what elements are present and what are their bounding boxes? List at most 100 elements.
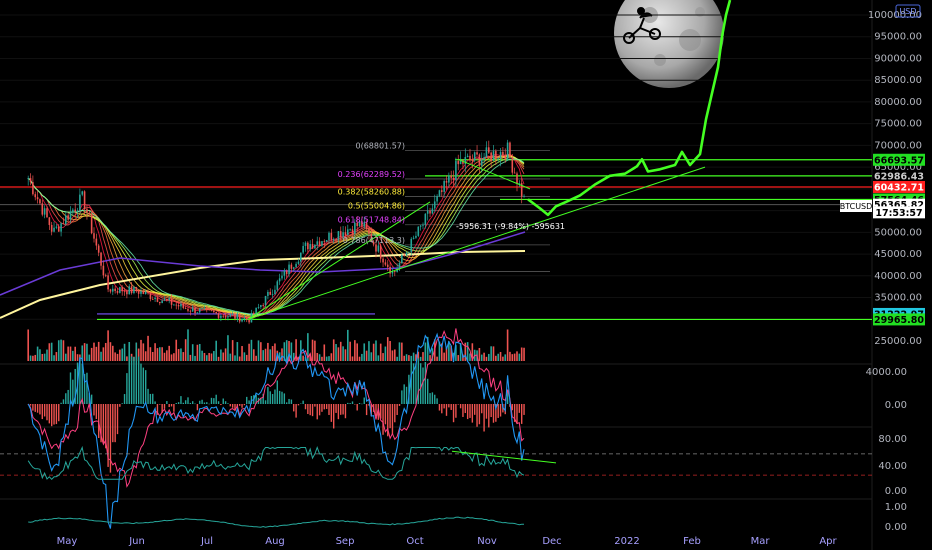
macd-histogram-bar (58, 404, 60, 422)
volume-bar (396, 356, 398, 361)
candle-body (149, 293, 152, 299)
volume-bar (457, 355, 460, 361)
volume-bar (213, 351, 215, 361)
candle-body (173, 304, 175, 306)
volume-bar (46, 349, 48, 361)
macd-histogram-bar (443, 404, 445, 409)
macd-histogram-bar (358, 403, 361, 404)
macd-histogram-bar (304, 404, 307, 410)
candle-body (438, 190, 441, 197)
candle-body (210, 309, 213, 311)
macd-histogram-bar (321, 404, 323, 412)
candle-body (67, 215, 69, 220)
volume-bar (504, 354, 507, 361)
candle-body (271, 294, 274, 295)
candle-body (278, 278, 281, 282)
candle-body (436, 196, 438, 202)
macd-histogram-bar (217, 401, 220, 404)
macd-histogram-bar (466, 404, 469, 420)
candle-body (495, 151, 497, 160)
macd-histogram-bar (389, 404, 391, 429)
volume-bar (469, 353, 471, 361)
candle-body (191, 307, 194, 312)
volume-bar (257, 340, 260, 361)
volume-bar (196, 344, 199, 361)
candle-body (311, 244, 314, 249)
macd-histogram-bar (481, 404, 483, 414)
candle-body (485, 147, 488, 158)
macd-histogram-bar (382, 404, 384, 435)
candle-body (283, 270, 286, 276)
macd-histogram-bar (170, 404, 173, 407)
macd-histogram-bar (227, 403, 229, 404)
macd-histogram-bar (269, 391, 271, 404)
macd-histogram-bar (180, 396, 182, 404)
macd-histogram-bar (452, 404, 455, 423)
candle-body (128, 286, 131, 295)
macd-histogram-bar (175, 403, 177, 404)
volume-bar (382, 353, 384, 361)
volume-bar (393, 349, 396, 361)
macd-axis-label: 0.00 (885, 400, 907, 411)
time-axis-label: Jun (128, 536, 145, 547)
volume-bar (471, 343, 474, 361)
candle-body (379, 245, 382, 259)
volume-bar (86, 343, 88, 361)
macd-histogram-bar (340, 404, 342, 415)
volume-bar (290, 342, 293, 361)
volume-bar (201, 350, 203, 361)
macd-histogram-bar (473, 404, 476, 415)
currency-badge[interactable]: USD (895, 4, 921, 18)
volume-bar (443, 352, 445, 361)
candle-body (53, 227, 55, 232)
candle-body (100, 252, 102, 266)
volume-bar (436, 356, 438, 361)
macd-histogram-bar (210, 397, 213, 404)
time-axis-label: Sep (336, 536, 355, 547)
candle-body (41, 203, 44, 215)
volume-bar (177, 349, 180, 361)
volume-bar (255, 355, 257, 361)
candle-body (316, 241, 319, 245)
volume-bar (180, 348, 182, 361)
volume-bar (323, 344, 326, 361)
macd-histogram-bar (307, 404, 309, 414)
ma-purple-line (0, 231, 526, 296)
volume-bar (248, 343, 250, 361)
price-axis-label: 95000.00 (874, 32, 922, 43)
candle-body (469, 155, 471, 161)
volume-bar (224, 348, 227, 361)
macd-histogram-bar (264, 400, 267, 404)
candle-body (415, 235, 417, 238)
macd-histogram-bar (182, 402, 184, 404)
volume-bar (438, 341, 441, 361)
candle-body (69, 211, 72, 220)
macd-histogram-bar (281, 391, 283, 404)
macd-histogram-bar (410, 361, 412, 404)
volume-bar (158, 347, 161, 361)
macd-histogram-bar (208, 403, 210, 405)
price-axis-label: 65000.00 (874, 162, 922, 173)
candle-body (194, 307, 196, 314)
volume-bar (229, 353, 232, 361)
macd-histogram-bar (189, 402, 192, 404)
volume-bar (175, 339, 178, 361)
projection-path (247, 0, 732, 320)
ema-ribbon-line (27, 153, 525, 320)
price-tag-label: 56365.82 (874, 200, 924, 211)
candle-body (354, 222, 356, 234)
time-axis-label: May (57, 536, 78, 547)
volume-bar (513, 353, 516, 361)
macd-histogram-bar (60, 402, 62, 404)
macd-histogram-bar (191, 401, 194, 404)
candle-body (318, 241, 321, 246)
rsi-axis-label: 0.00 (885, 486, 907, 497)
volume-bar (466, 342, 469, 361)
macd-histogram-bar (81, 363, 83, 404)
macd-histogram-bar (201, 399, 203, 404)
macd-histogram-bar (356, 404, 358, 411)
volume-bar (403, 355, 405, 361)
candle-body (386, 264, 389, 267)
macd-histogram-bar (238, 404, 241, 406)
